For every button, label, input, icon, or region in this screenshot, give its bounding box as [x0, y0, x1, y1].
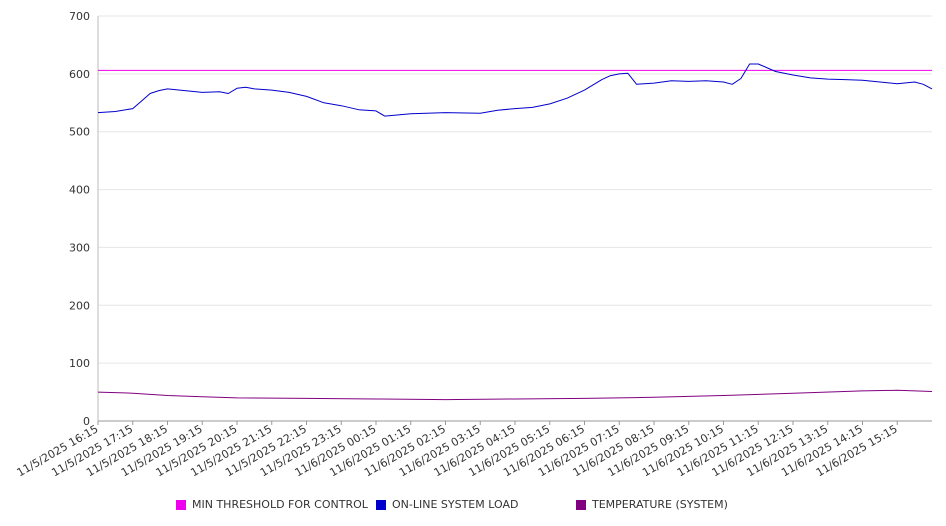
y-tick-label: 200 — [69, 299, 90, 312]
y-tick-label: 700 — [69, 10, 90, 23]
y-tick-label: 400 — [69, 184, 90, 197]
series-layer — [97, 63, 933, 401]
legend-label: ON-LINE SYSTEM LOAD — [392, 498, 519, 511]
legend-swatch — [576, 499, 586, 510]
y-tick-label: 500 — [69, 126, 90, 139]
legend-swatch — [376, 499, 386, 510]
y-tick-label: 100 — [69, 357, 90, 370]
legend-item[interactable]: MIN THRESHOLD FOR CONTROL — [176, 498, 368, 511]
y-tick-label: 300 — [69, 241, 90, 254]
legend-item[interactable]: TEMPERATURE (SYSTEM) — [576, 498, 728, 511]
series-line-2 — [97, 63, 933, 117]
legend-item[interactable]: ON-LINE SYSTEM LOAD — [376, 498, 518, 511]
grid-layer — [98, 15, 932, 422]
y-tick-label: 0 — [83, 415, 90, 428]
legend-label: TEMPERATURE (SYSTEM) — [592, 498, 728, 511]
legend-swatch — [176, 499, 186, 510]
legend: MIN THRESHOLD FOR CONTROL ON-LINE SYSTEM … — [0, 498, 946, 514]
legend-label: MIN THRESHOLD FOR CONTROL — [192, 498, 368, 511]
y-tick-label: 600 — [69, 68, 90, 81]
series-line-3 — [97, 389, 933, 401]
